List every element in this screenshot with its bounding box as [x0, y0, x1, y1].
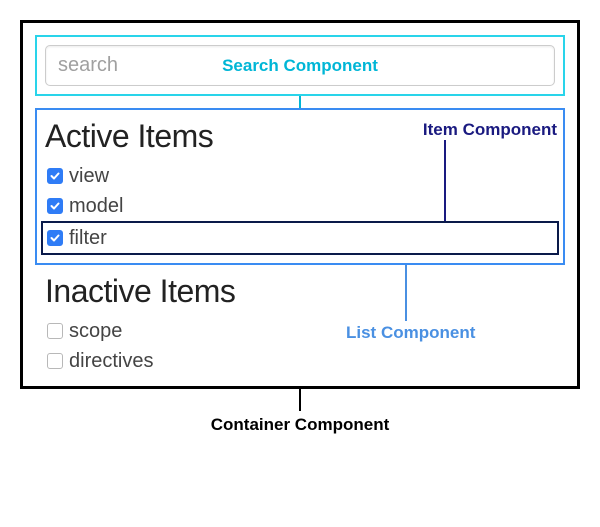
container-leader-line [299, 389, 301, 411]
item-label: scope [69, 318, 122, 344]
checkbox-checked-icon[interactable] [47, 198, 63, 214]
search-component-box: Search Component [35, 35, 565, 96]
checkbox-checked-icon[interactable] [47, 230, 63, 246]
item-label: directives [69, 348, 153, 374]
list-item: filter [41, 221, 559, 255]
list-component-box: Active Items viewmodelfilter Item Compon… [35, 108, 565, 265]
checkbox-unchecked-icon[interactable] [47, 353, 63, 369]
list-item: directives [45, 346, 555, 376]
checkbox-checked-icon[interactable] [47, 168, 63, 184]
item-label: filter [69, 225, 107, 251]
item-label: view [69, 163, 109, 189]
checkbox-unchecked-icon[interactable] [47, 323, 63, 339]
container-component-box: Search Component Active Items view model f… [20, 20, 580, 389]
list-item: view [45, 161, 555, 191]
list-item: model [45, 191, 555, 221]
container-component-callout: Container Component [20, 415, 580, 435]
item-label: model [69, 193, 123, 219]
list-item: scope [45, 316, 555, 346]
active-items-heading: Active Items [45, 118, 555, 155]
inactive-items-heading: Inactive Items [45, 273, 555, 310]
search-input[interactable] [45, 45, 555, 86]
